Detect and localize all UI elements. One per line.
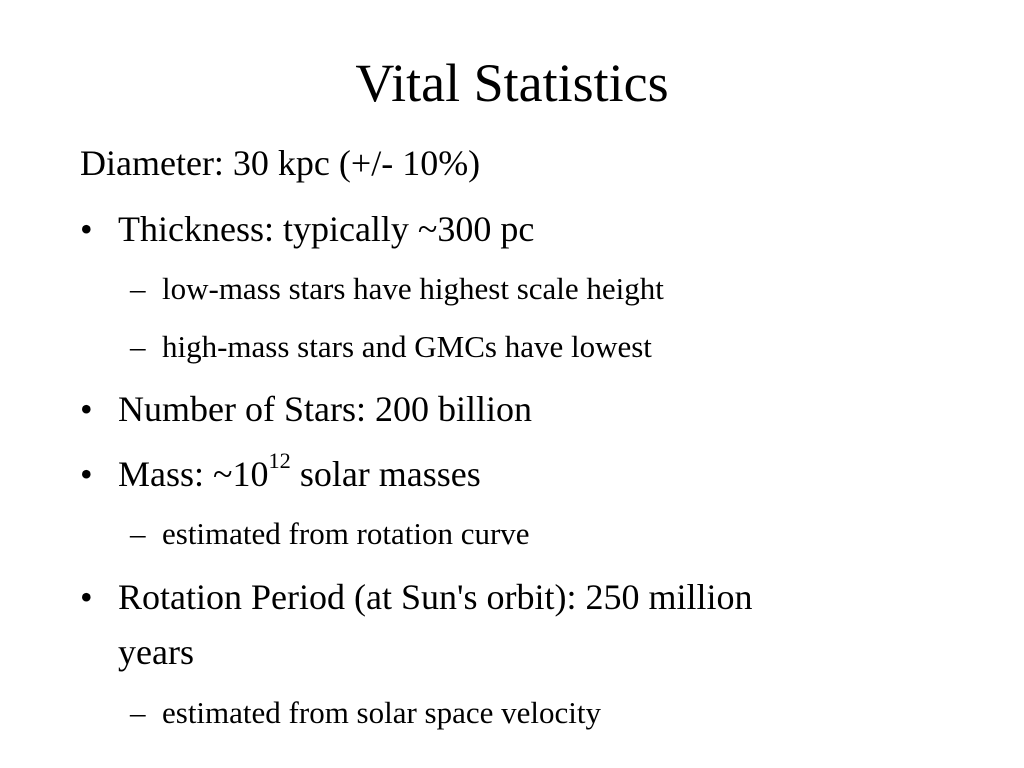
mass-text: Mass: ~1012 solar masses (118, 448, 481, 501)
bullet-icon: • (80, 577, 93, 617)
mass-suffix: solar masses (290, 454, 481, 494)
diameter-text: Diameter: 30 kpc (+/- 10%) (80, 143, 481, 183)
space-velocity-text: estimated from solar space velocity (162, 695, 602, 730)
bullet-icon: • (80, 389, 93, 429)
stars-text: Number of Stars: 200 billion (118, 389, 532, 429)
thickness-text: Thickness: typically ~300 pc (118, 209, 535, 249)
mass-exponent: 12 (268, 448, 291, 474)
dash-icon: – (130, 329, 146, 364)
mass-prefix: Mass: ~10 (118, 454, 269, 494)
rotation-text-line1: Rotation Period (at Sun's orbit): 250 mi… (118, 577, 753, 617)
bullet-icon: • (80, 454, 93, 494)
dash-icon: – (130, 516, 146, 551)
dash-icon: – (130, 271, 146, 306)
bullet-icon: • (80, 209, 93, 249)
high-mass-text: high-mass stars and GMCs have lowest (162, 329, 652, 364)
dash-icon: – (130, 695, 146, 730)
slide-title: Vital Statistics (355, 53, 669, 113)
low-mass-text: low-mass stars have highest scale height (162, 271, 664, 306)
rotation-text-line2: years (118, 632, 194, 672)
rotation-curve-text: estimated from rotation curve (162, 516, 530, 551)
